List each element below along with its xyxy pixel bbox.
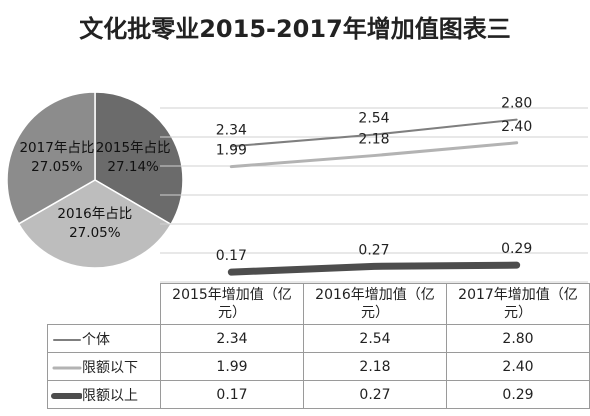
- data-label: 2.34: [216, 122, 247, 138]
- data-label: 0.27: [358, 242, 389, 258]
- data-label: 2.80: [501, 96, 532, 112]
- legend-swatch: [53, 338, 81, 341]
- legend-entry: 个体: [47, 324, 161, 353]
- table-header-row: 2015年增加值（亿元） 2016年增加值（亿元） 2017年增加值（亿元）: [47, 283, 590, 325]
- data-table: 2015年增加值（亿元） 2016年增加值（亿元） 2017年增加值（亿元） 个体 2.…: [47, 283, 590, 409]
- slice-label: 2017年占比 27.05%: [15, 139, 99, 177]
- table-value: 0.29: [446, 380, 590, 409]
- slice-category: 2015年占比: [95, 140, 171, 157]
- slice-value: 27.05%: [31, 158, 83, 175]
- data-label: 0.29: [501, 241, 532, 257]
- table-row: 个体 2.34 2.54 2.80: [47, 324, 590, 353]
- slice-label: 2016年占比 27.05%: [53, 205, 137, 243]
- table-header: 2017年增加值（亿元）: [446, 283, 590, 325]
- pie-slice: [94, 91, 184, 226]
- table-value: 1.99: [160, 352, 304, 381]
- legend-swatch: [52, 366, 82, 369]
- series-line: [229, 141, 519, 169]
- table-header: 2015年增加值（亿元）: [160, 283, 304, 325]
- table-value: 2.40: [446, 352, 590, 381]
- table-row: 限额以下 1.99 2.18 2.40: [47, 352, 590, 381]
- legend-swatch: [51, 392, 83, 399]
- data-label: 1.99: [216, 143, 247, 159]
- legend-label: 限额以下: [82, 359, 138, 376]
- data-label: 2.18: [358, 132, 389, 148]
- legend-entry: 限额以下: [47, 352, 161, 381]
- table-value: 2.34: [160, 324, 304, 353]
- slice-category: 2017年占比: [19, 139, 95, 156]
- data-label: 0.17: [216, 248, 247, 264]
- table-value: 0.17: [160, 380, 304, 409]
- table-value: 0.27: [303, 380, 447, 409]
- legend-label: 个体: [82, 331, 110, 348]
- slice-value: 27.14%: [107, 159, 159, 176]
- pie-slice: [6, 91, 96, 225]
- table-header: 2016年增加值（亿元）: [303, 283, 447, 325]
- legend-entry: 限额以上: [47, 380, 161, 409]
- chart-title: 文化批零业2015-2017年增加值图表三: [79, 15, 511, 43]
- slice-value: 27.05%: [69, 224, 121, 241]
- legend-label: 限额以上: [82, 387, 138, 404]
- slice-category: 2016年占比: [57, 205, 133, 222]
- series-line: [230, 118, 518, 148]
- data-label: 2.54: [358, 111, 389, 127]
- table-corner: [47, 283, 161, 325]
- table-value: 2.18: [303, 352, 447, 381]
- slice-label: 2015年占比 27.14%: [91, 139, 175, 177]
- series-line: [227, 261, 521, 276]
- data-label: 2.40: [501, 119, 532, 135]
- table-value: 2.80: [446, 324, 590, 353]
- table-row: 限额以上 0.17 0.27 0.29: [47, 380, 590, 409]
- table-value: 2.54: [303, 324, 447, 353]
